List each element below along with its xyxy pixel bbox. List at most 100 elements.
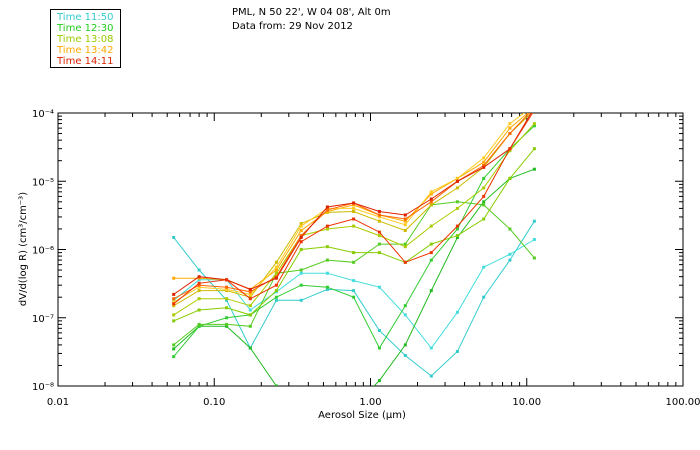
data-point (225, 322, 229, 326)
data-point (429, 197, 433, 201)
data-point (352, 251, 356, 255)
data-point (274, 298, 278, 302)
data-point (274, 276, 278, 280)
x-tick-label: 0.01 (47, 397, 69, 408)
data-point (377, 242, 381, 246)
data-point (299, 222, 303, 226)
data-point (377, 379, 381, 383)
data-point (403, 223, 407, 227)
data-point (325, 224, 329, 228)
data-point (403, 354, 407, 357)
data-point (455, 310, 459, 314)
y-tick-label: 10⁻⁶ (32, 246, 54, 257)
plot-frame (57, 112, 684, 387)
data-point (532, 219, 536, 223)
data-point (508, 149, 512, 153)
series-line-12 (173, 113, 532, 295)
data-point (274, 271, 278, 275)
data-point (377, 329, 381, 332)
data-point (299, 248, 303, 251)
data-point (274, 289, 278, 293)
data-point (377, 251, 381, 255)
data-point (508, 227, 512, 231)
data-point (352, 279, 356, 283)
data-point (532, 124, 536, 128)
data-point (429, 203, 433, 207)
data-point (225, 316, 229, 320)
data-point (300, 405, 303, 408)
data-point (352, 201, 356, 205)
data-point (172, 298, 176, 302)
y-tick-label: 10⁻⁷ (32, 314, 54, 325)
data-point (225, 298, 229, 302)
data-point (508, 258, 512, 262)
data-point (377, 346, 381, 350)
legend-item: Time 12:30 (57, 23, 114, 34)
data-point (455, 176, 459, 180)
data-point (299, 229, 303, 232)
data-point (325, 227, 329, 231)
data-point (377, 210, 381, 213)
data-point (225, 287, 229, 291)
data-point (325, 287, 329, 291)
data-point (403, 245, 407, 249)
x-tick-label: 1.00 (359, 397, 381, 408)
data-point (377, 213, 381, 217)
data-point (225, 278, 229, 282)
data-point (299, 234, 303, 238)
data-point (455, 206, 459, 210)
data-point (248, 324, 252, 328)
data-point (482, 295, 486, 299)
data-point (352, 260, 356, 264)
data-point (248, 292, 252, 296)
data-point (352, 224, 356, 228)
series-line-6 (173, 148, 535, 322)
data-point (299, 283, 303, 287)
y-axis-label: dV/d(log R) (cm³/cm⁻³) (18, 192, 29, 306)
data-point (508, 252, 512, 256)
data-point (248, 313, 252, 317)
data-point (197, 283, 201, 287)
data-point (274, 265, 278, 269)
series-line-3 (173, 168, 535, 386)
legend: Time 11:50 Time 12:30 Time 13:08 Time 13… (50, 9, 121, 68)
data-point (455, 200, 459, 204)
data-point (274, 268, 278, 272)
data-point (455, 186, 459, 190)
data-point (533, 104, 536, 107)
data-point (325, 285, 329, 289)
data-point (429, 200, 433, 204)
data-point (482, 217, 486, 221)
data-point (482, 203, 486, 207)
data-point (429, 258, 433, 262)
data-point (532, 167, 536, 171)
data-point (482, 164, 486, 167)
data-point (197, 324, 201, 328)
data-point (482, 176, 486, 180)
legend-item: Time 13:08 (57, 34, 114, 45)
y-tick-label: 10⁻⁸ (32, 382, 54, 393)
x-axis-label: Aerosol Size (μm) (318, 410, 406, 421)
data-point (352, 203, 356, 207)
data-point (325, 245, 329, 249)
data-point (197, 289, 201, 293)
data-point (455, 234, 459, 238)
data-point (429, 346, 433, 350)
data-point (508, 176, 512, 180)
data-point (248, 287, 252, 291)
data-point (172, 297, 176, 301)
data-point (403, 213, 407, 217)
x-tick-label: 100.00 (666, 397, 700, 408)
data-point (325, 271, 329, 275)
data-point (225, 285, 229, 289)
data-point (429, 374, 433, 378)
data-point (429, 224, 433, 228)
data-point (225, 324, 229, 328)
data-point (197, 268, 201, 272)
data-point (248, 346, 252, 350)
data-point (482, 160, 486, 164)
data-point (455, 236, 459, 239)
site-location-text: PML, N 50 22', W 04 08', Alt 0m (232, 7, 391, 18)
data-point (403, 229, 407, 232)
